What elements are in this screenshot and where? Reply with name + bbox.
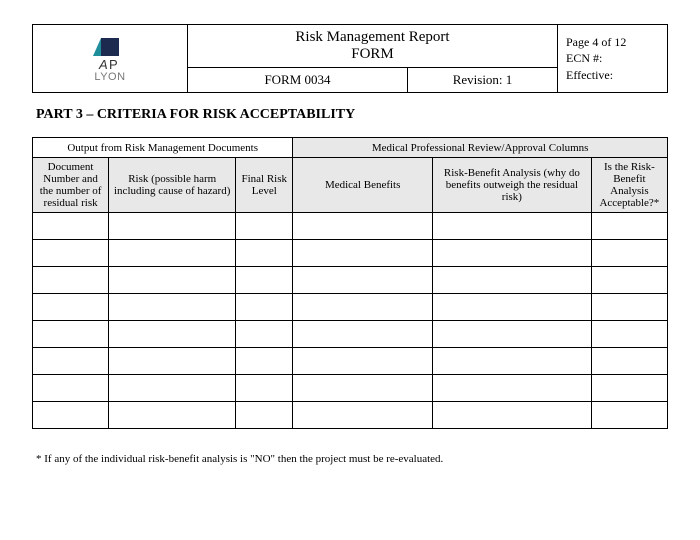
doc-meta-cell: Page 4 of 12 ECN #: Effective: [558, 25, 668, 93]
table-cell[interactable] [591, 321, 667, 348]
table-cell[interactable] [33, 321, 109, 348]
effective-date: Effective: [566, 67, 659, 83]
table-cell[interactable] [293, 402, 433, 429]
table-cell[interactable] [236, 321, 293, 348]
column-header-row: Document Number and the number of residu… [33, 158, 668, 213]
logo-icon: A P [93, 36, 127, 72]
footnote: * If any of the individual risk-benefit … [36, 453, 668, 465]
table-cell[interactable] [591, 294, 667, 321]
table-cell[interactable] [591, 267, 667, 294]
table-cell[interactable] [293, 321, 433, 348]
doc-title-cell: Risk Management Report FORM [188, 25, 558, 68]
table-row [33, 375, 668, 402]
table-cell[interactable] [33, 240, 109, 267]
table-body [33, 213, 668, 429]
page-number: Page 4 of 12 [566, 34, 659, 50]
table-row [33, 294, 668, 321]
table-cell[interactable] [293, 240, 433, 267]
table-row [33, 402, 668, 429]
svg-text:P: P [109, 57, 118, 72]
table-cell[interactable] [33, 294, 109, 321]
table-cell[interactable] [591, 240, 667, 267]
table-cell[interactable] [293, 213, 433, 240]
table-cell[interactable] [433, 348, 592, 375]
col-header-3: Medical Benefits [293, 158, 433, 213]
table-cell[interactable] [293, 375, 433, 402]
table-cell[interactable] [236, 294, 293, 321]
table-row [33, 240, 668, 267]
table-row [33, 267, 668, 294]
table-row [33, 348, 668, 375]
table-cell[interactable] [109, 213, 236, 240]
table-cell[interactable] [109, 267, 236, 294]
table-cell[interactable] [33, 267, 109, 294]
table-row [33, 321, 668, 348]
table-cell[interactable] [109, 402, 236, 429]
table-cell[interactable] [109, 294, 236, 321]
group-header-right: Medical Professional Review/Approval Col… [293, 138, 668, 158]
table-cell[interactable] [109, 348, 236, 375]
table-cell[interactable] [109, 375, 236, 402]
table-cell[interactable] [433, 375, 592, 402]
doc-title-line1: Risk Management Report [196, 29, 549, 46]
table-cell[interactable] [236, 402, 293, 429]
doc-title-line2: FORM [196, 46, 549, 63]
table-cell[interactable] [109, 240, 236, 267]
group-header-row: Output from Risk Management Documents Me… [33, 138, 668, 158]
risk-acceptability-table: Output from Risk Management Documents Me… [32, 137, 668, 429]
section-heading: PART 3 – CRITERIA FOR RISK ACCEPTABILITY [36, 107, 668, 123]
ecn-number: ECN #: [566, 50, 659, 66]
table-cell[interactable] [293, 267, 433, 294]
table-cell[interactable] [293, 294, 433, 321]
table-cell[interactable] [33, 348, 109, 375]
table-cell[interactable] [236, 375, 293, 402]
table-cell[interactable] [236, 348, 293, 375]
col-header-0: Document Number and the number of residu… [33, 158, 109, 213]
table-cell[interactable] [433, 402, 592, 429]
logo-brand-bottom: LYON [93, 71, 127, 83]
document-header: A P LYON Risk Management Report FORM Pag… [32, 24, 668, 93]
table-cell[interactable] [433, 294, 592, 321]
form-id: FORM 0034 [188, 68, 408, 93]
logo-cell: A P LYON [33, 25, 188, 93]
table-cell[interactable] [236, 240, 293, 267]
table-cell[interactable] [33, 402, 109, 429]
table-cell[interactable] [591, 375, 667, 402]
table-cell[interactable] [433, 213, 592, 240]
revision: Revision: 1 [408, 68, 558, 93]
table-cell[interactable] [33, 375, 109, 402]
group-header-left: Output from Risk Management Documents [33, 138, 293, 158]
table-cell[interactable] [236, 267, 293, 294]
table-cell[interactable] [33, 213, 109, 240]
table-cell[interactable] [591, 213, 667, 240]
table-cell[interactable] [433, 321, 592, 348]
col-header-1: Risk (possible harm including cause of h… [109, 158, 236, 213]
table-cell[interactable] [109, 321, 236, 348]
table-cell[interactable] [433, 240, 592, 267]
table-cell[interactable] [236, 213, 293, 240]
table-cell[interactable] [433, 267, 592, 294]
table-cell[interactable] [591, 402, 667, 429]
col-header-4: Risk-Benefit Analysis (why do benefits o… [433, 158, 592, 213]
table-cell[interactable] [591, 348, 667, 375]
col-header-5: Is the Risk-Benefit Analysis Acceptable?… [591, 158, 667, 213]
svg-text:A: A [98, 57, 108, 72]
table-cell[interactable] [293, 348, 433, 375]
table-row [33, 213, 668, 240]
logo: A P LYON [93, 34, 127, 83]
col-header-2: Final Risk Level [236, 158, 293, 213]
